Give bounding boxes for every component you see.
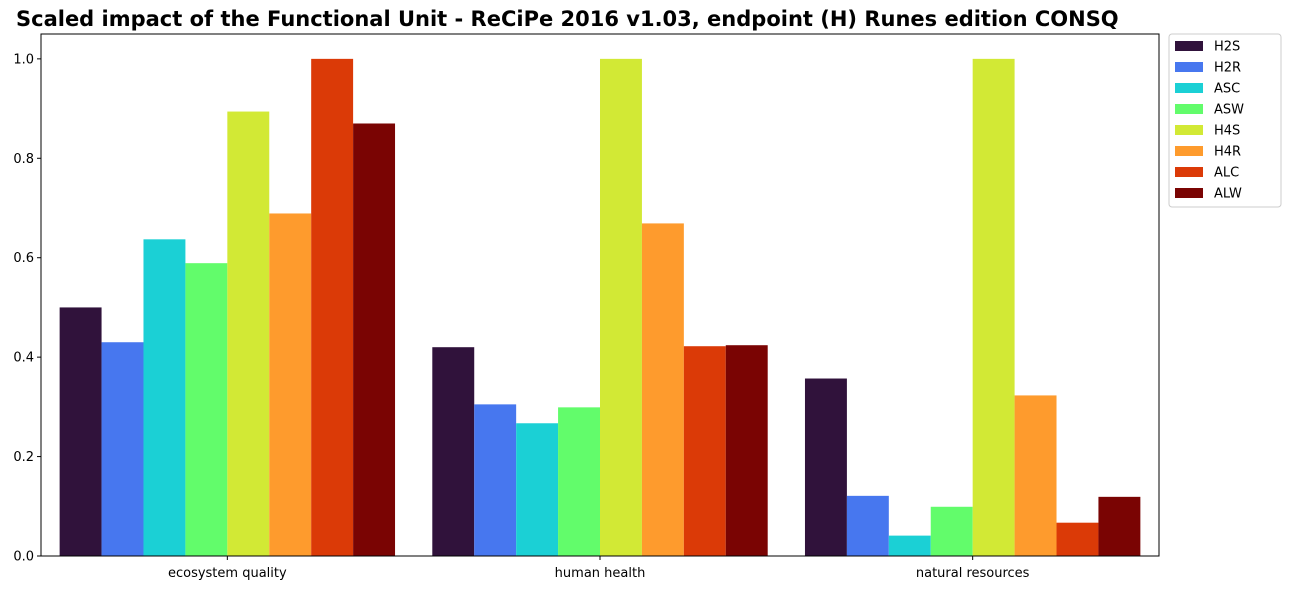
bar-h2r-0 <box>101 342 144 556</box>
legend: H2S H2R ASC ASW H4S H4R ALC ALW <box>1168 33 1282 208</box>
legend-swatch-asc <box>1175 83 1203 93</box>
legend-label-asc: ASC <box>1214 82 1240 97</box>
legend-swatch-asw <box>1175 104 1203 114</box>
bar-alc-2 <box>1056 522 1099 556</box>
y-tick-label: 0.2 <box>13 450 34 465</box>
y-tick-label: 1.0 <box>13 52 34 67</box>
bar-asw-1 <box>558 407 600 556</box>
legend-label-h2s: H2S <box>1214 40 1240 55</box>
bar-h4r-1 <box>641 223 684 556</box>
bar-h4r-2 <box>1014 395 1057 556</box>
y-tick-label: 0.6 <box>13 251 34 266</box>
bar-h2r-2 <box>846 495 889 556</box>
chart-title: Scaled impact of the Functional Unit - R… <box>16 7 1119 31</box>
legend-swatch-h4r <box>1175 146 1203 156</box>
bar-alw-0 <box>353 123 396 557</box>
x-tick-label: human health <box>555 566 646 581</box>
bar-h2s-1 <box>432 347 475 556</box>
legend-label-alc: ALC <box>1214 166 1239 181</box>
bar-alc-0 <box>311 58 354 557</box>
axes-group: 0.0 0.2 0.4 0.6 0.8 1.0 ecosystem quality human… <box>13 33 1160 581</box>
legend-label-h4r: H4R <box>1214 145 1241 160</box>
bar-h2r-1 <box>474 404 517 556</box>
legend-swatch-h2r <box>1175 62 1203 72</box>
x-tick-label: ecosystem quality <box>168 566 287 581</box>
bars-group <box>59 58 1141 557</box>
bar-h4s-1 <box>600 58 642 557</box>
legend-frame <box>1168 33 1282 208</box>
legend-label-h4s: H4S <box>1214 124 1240 139</box>
legend-label-h2r: H2R <box>1214 61 1241 76</box>
bar-h4s-2 <box>972 58 1015 557</box>
bar-asc-1 <box>516 423 559 556</box>
legend-swatch-alw <box>1175 188 1203 198</box>
legend-label-asw: ASW <box>1214 103 1244 118</box>
bar-asc-2 <box>888 535 931 556</box>
legend-label-alw: ALW <box>1214 187 1242 202</box>
legend-swatch-alc <box>1175 167 1203 177</box>
x-tick-label: natural resources <box>916 566 1030 581</box>
bar-alw-1 <box>725 345 768 556</box>
bar-h4r-0 <box>269 213 312 556</box>
y-tick-label: 0.0 <box>13 550 34 565</box>
bar-asw-0 <box>185 263 228 556</box>
bar-asw-2 <box>930 506 973 556</box>
bar-alc-1 <box>683 346 726 556</box>
legend-swatch-h4s <box>1175 125 1203 135</box>
bar-h4s-0 <box>227 111 270 557</box>
bar-h2s-2 <box>804 378 847 556</box>
bar-alw-2 <box>1098 496 1141 556</box>
y-tick-label: 0.8 <box>13 152 34 167</box>
bar-h2s-0 <box>59 307 102 556</box>
legend-swatch-h2s <box>1175 41 1203 51</box>
bar-asc-0 <box>143 239 186 556</box>
y-tick-label: 0.4 <box>13 351 34 366</box>
